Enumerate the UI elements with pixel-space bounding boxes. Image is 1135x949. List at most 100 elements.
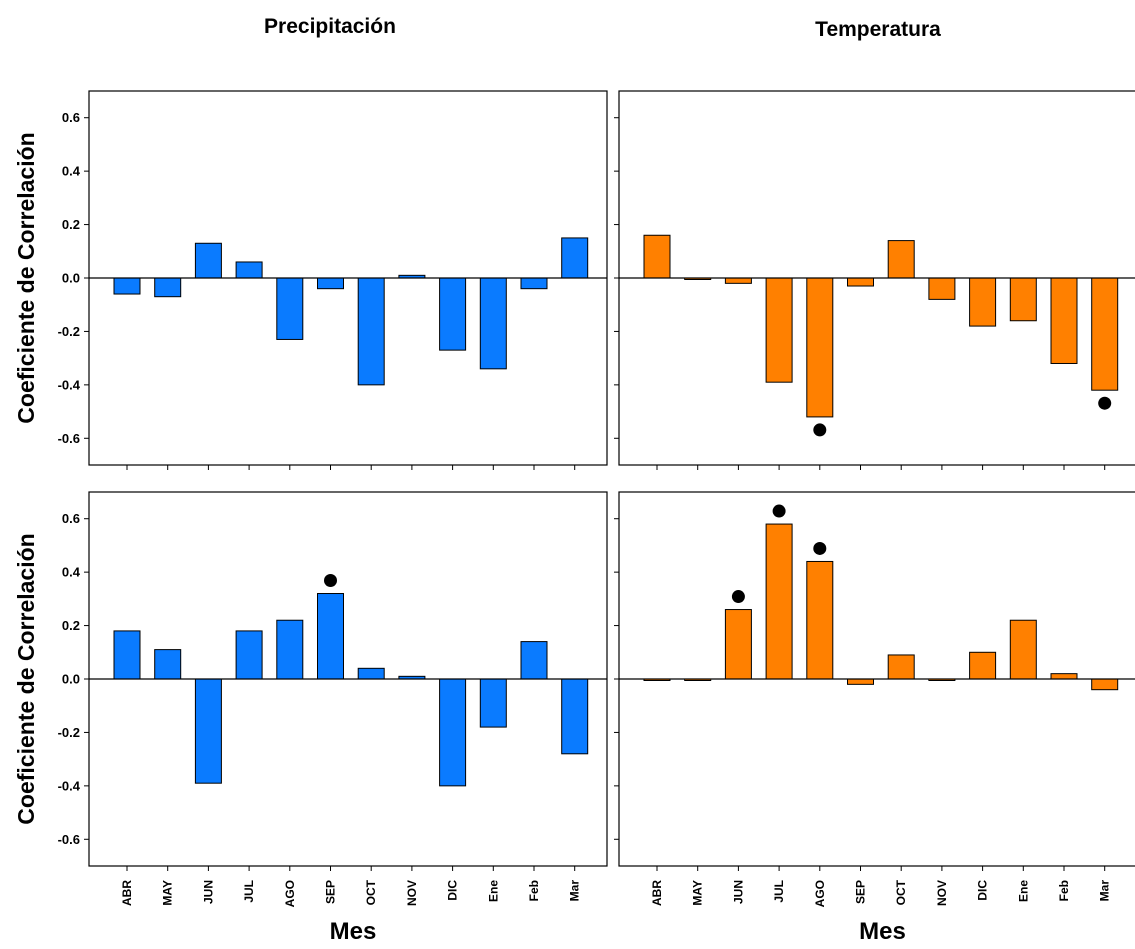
plot-frame [618, 491, 1135, 867]
bar-jul [235, 261, 263, 279]
bar-ago [806, 277, 834, 418]
x-tick-label-mar: Mar [1098, 880, 1112, 902]
chart-panel-top-right [614, 90, 1135, 470]
bar-dic [969, 651, 997, 680]
bar-oct [357, 277, 385, 386]
x-tick-label-jul: JUL [772, 880, 786, 903]
x-tick-label-may: MAY [161, 880, 175, 906]
bar-sep [317, 277, 344, 290]
bar-mar [561, 237, 589, 279]
y-tick-label-0: -0.6 [58, 832, 80, 847]
x-tick-label-nov: NOV [405, 880, 419, 906]
x-tick-label-sep: SEP [854, 880, 868, 904]
bar-jul [765, 523, 793, 680]
x-axis-label: Mes [859, 918, 906, 945]
y-axis-label: Coeficiente de Correlación [13, 132, 39, 423]
x-tick-label-ago: AGO [283, 880, 297, 907]
y-tick-label-3: 0.0 [62, 271, 80, 286]
bar-abr [113, 277, 141, 295]
bar-abr [643, 234, 671, 279]
bar-abr [113, 630, 141, 680]
bar-mar [1091, 277, 1119, 391]
column-title-temperatura: Temperatura [815, 18, 941, 41]
y-tick-label-2: -0.2 [58, 324, 80, 339]
bar-jun [194, 242, 222, 279]
significance-marker-jun [731, 590, 745, 604]
x-tick-label-jun: JUN [201, 880, 215, 904]
bar-oct [357, 667, 385, 680]
chart-panel-top-left: -0.6 -0.4 -0.2 0.0 0.2 0.4 0.6 Coeficiente de C… [13, 90, 608, 470]
bar-ago [806, 560, 834, 680]
x-tick-label-ago: AGO [813, 880, 827, 907]
bar-oct [887, 654, 915, 680]
x-tick-label-may: MAY [691, 880, 705, 906]
chart-panel-bottom-right: ABR MAY JUN JUL AGO SEP OCT NOV DIC Ene Feb Mar Mes [614, 491, 1135, 945]
bar-oct [887, 240, 915, 279]
bar-nov [928, 277, 956, 300]
x-tick-label-oct: OCT [894, 879, 908, 905]
x-tick-label-abr: ABR [120, 880, 134, 906]
y-tick-label-6: 0.6 [62, 511, 80, 526]
y-tick-label-5: 0.4 [62, 164, 81, 179]
bar-may [154, 277, 182, 298]
bar-jun [724, 609, 752, 680]
bar-dic [439, 678, 467, 787]
bar-ago [276, 277, 304, 340]
bar-jun [724, 277, 752, 284]
y-tick-label-1: -0.4 [58, 377, 81, 392]
y-axis-label: Coeficiente de Correlación [13, 533, 39, 824]
x-tick-label-dic: DIC [976, 880, 990, 901]
plot-frame [618, 90, 1135, 466]
significance-marker-mar [1098, 396, 1112, 410]
bar-feb [520, 277, 548, 290]
x-tick-label-jul: JUL [242, 880, 256, 903]
bar-dic [969, 277, 997, 327]
x-tick-label-mar: Mar [568, 880, 582, 902]
x-tick-label-nov: NOV [935, 880, 949, 906]
column-title-precipitacion: Precipitación [264, 15, 396, 38]
x-tick-label-feb: Feb [527, 880, 541, 901]
significance-marker-jul [772, 504, 786, 518]
bar-jun [194, 678, 222, 784]
bar-feb [1050, 277, 1078, 364]
significance-marker-ago [813, 423, 827, 437]
x-tick-label-ene: Ene [486, 880, 500, 902]
plot-frame [88, 491, 608, 867]
bar-ene [1009, 277, 1037, 322]
x-tick-label-sep: SEP [324, 880, 338, 904]
x-tick-label-ene: Ene [1016, 880, 1030, 902]
y-tick-label-3: 0.0 [62, 672, 80, 687]
x-tick-label-dic: DIC [446, 880, 460, 901]
significance-marker-sep [324, 574, 337, 588]
x-tick-label-oct: OCT [364, 879, 378, 905]
y-tick-label-0: -0.6 [58, 431, 80, 446]
bar-dic [439, 277, 467, 351]
y-tick-label-4: 0.2 [62, 217, 80, 232]
bar-ene [479, 678, 507, 728]
bar-ago [276, 619, 304, 680]
x-axis-label: Mes [330, 918, 377, 945]
bar-ene [479, 277, 507, 370]
x-tick-label-feb: Feb [1057, 880, 1071, 901]
bar-ene [1009, 619, 1037, 680]
bar-may [154, 649, 182, 680]
x-tick-label-abr: ABR [650, 880, 664, 906]
bar-mar [561, 678, 589, 755]
bar-sep [847, 277, 874, 287]
y-tick-label-4: 0.2 [62, 618, 80, 633]
bar-jul [765, 277, 793, 383]
chart-panel-bottom-left: -0.6 -0.4 -0.2 0.0 0.2 0.4 0.6 ABR MAY JUN JUL AGO S… [13, 491, 608, 945]
x-tick-label-jun: JUN [731, 880, 745, 904]
bar-jul [235, 630, 263, 680]
bar-mar [1091, 678, 1119, 691]
plot-frame [88, 90, 608, 466]
panels-group: -0.6 -0.4 -0.2 0.0 0.2 0.4 0.6 Coeficiente de C… [13, 90, 1135, 945]
bar-feb [1050, 673, 1078, 680]
significance-marker-ago [813, 541, 827, 555]
bar-sep [847, 678, 874, 685]
y-tick-label-1: -0.4 [58, 778, 81, 793]
y-tick-label-2: -0.2 [58, 725, 80, 740]
bar-sep [317, 593, 344, 680]
y-tick-label-5: 0.4 [62, 565, 81, 580]
